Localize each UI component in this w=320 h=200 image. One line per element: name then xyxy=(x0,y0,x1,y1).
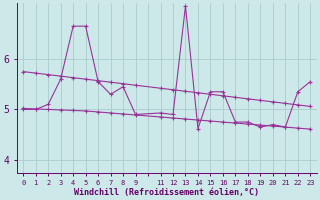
X-axis label: Windchill (Refroidissement éolien,°C): Windchill (Refroidissement éolien,°C) xyxy=(74,188,259,197)
